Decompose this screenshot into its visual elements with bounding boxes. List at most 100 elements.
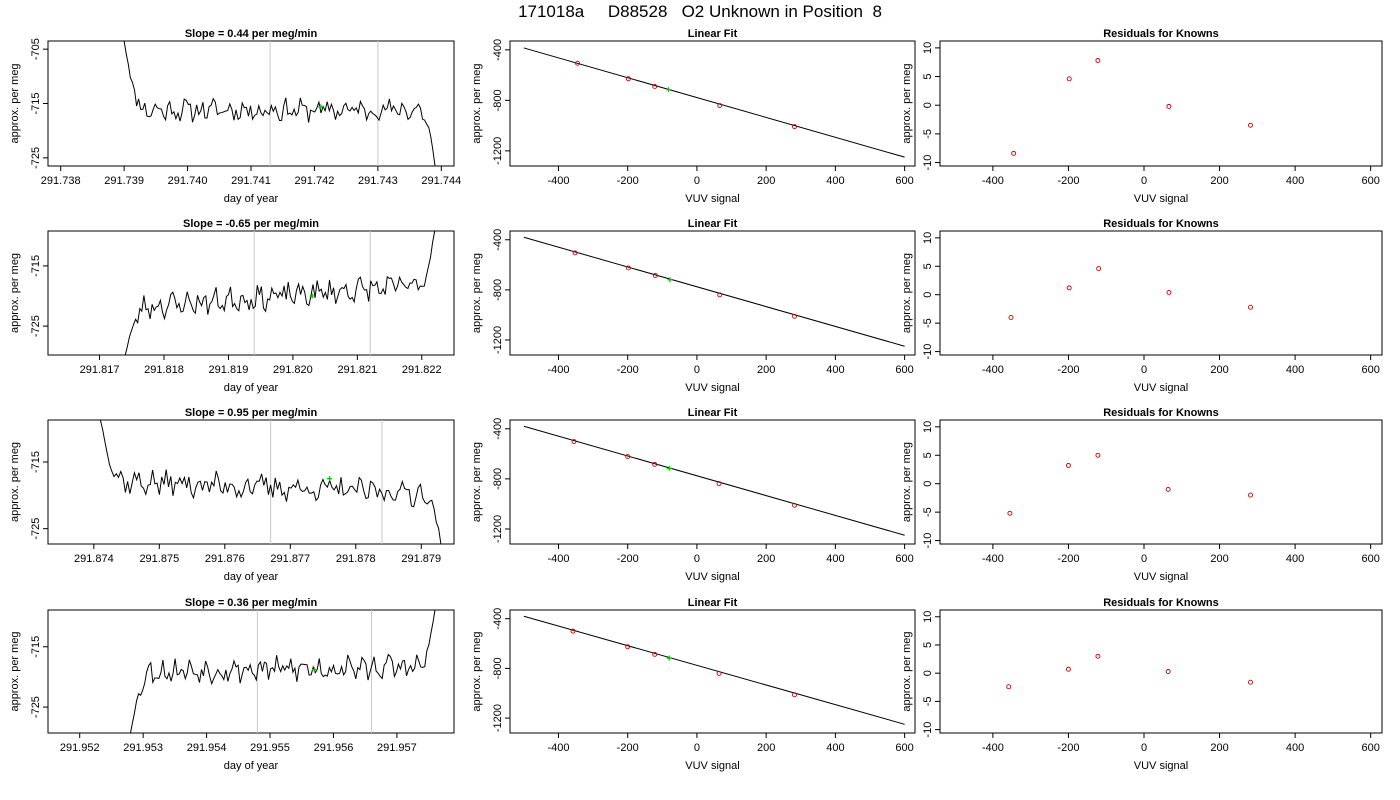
fit-line [523,47,905,158]
y-axis-label: approx. per meg [471,63,483,143]
x-axis-label: VUV signal [685,193,739,205]
x-tick-label: 291.879 [401,553,441,565]
residual-point [1166,103,1172,109]
residual-point [1065,463,1071,468]
x-tick-label: 0 [1141,553,1147,565]
y-tick-label: 10 [922,232,934,244]
panel-title: Linear Fit [688,218,738,230]
x-tick-label: 291.821 [337,364,377,376]
y-tick-label: -800 [492,468,504,490]
plot-frame [509,230,916,356]
x-tick-label: 400 [1286,742,1304,754]
plot-frame [939,609,1383,734]
linear-fit-panel-1: Linear Fit -400 -200 0 200 400 600 -400 -800 -120… [471,28,916,205]
known-point [717,292,723,298]
y-tick-label: -1200 [492,515,504,543]
y-tick-label: -1200 [492,704,504,732]
residual-point [1248,492,1253,498]
x-tick-label: 291.953 [123,742,163,754]
timeseries-panel-4: Slope = 0.36 per meg/min 291.952 291.953 29… [9,597,455,772]
x-tick-label: -400 [547,175,569,187]
x-axis-label: day of year [224,193,279,205]
residual-point [1166,289,1172,295]
x-tick-label: 0 [694,364,700,376]
residual-point [1095,58,1101,63]
known-point [625,76,631,82]
signal-trace [124,231,436,355]
x-tick-label: 600 [1361,742,1379,754]
y-tick-label: -10 [922,722,934,738]
residual-point [1248,304,1253,310]
x-tick-label: -200 [617,175,639,187]
x-tick-label: 600 [895,553,913,565]
data-layer [99,420,442,544]
y-tick-label: -725 [30,315,42,337]
residual-point [1165,669,1171,674]
panel-title: Residuals for Knowns [1103,407,1219,419]
x-tick-label: -400 [547,742,569,754]
y-tick-label: -400 [492,608,504,630]
panel-title: Linear Fit [688,407,738,419]
residual-point [1248,122,1253,128]
unknown-marker [309,293,315,299]
residual-point [1248,679,1253,685]
x-tick-label: 291.954 [187,742,227,754]
unknown-marker [666,87,672,93]
fit-line [523,236,905,347]
residual-point [1066,76,1072,82]
y-tick-label: 10 [922,611,934,623]
y-tick-label: -10 [922,533,934,549]
x-tick-label: 400 [826,742,844,754]
unknown-marker [318,104,324,110]
x-tick-label: 291.875 [139,553,179,565]
x-tick-label: 400 [826,175,844,187]
data-layer [1008,266,1253,320]
signal-trace [130,610,436,733]
residual-point [1008,315,1014,320]
y-tick-label: -800 [492,89,504,111]
y-tick-label: 5 [922,452,934,458]
y-tick-label: -400 [492,229,504,251]
timeseries-panel-3: Slope = 0.95 per meg/min 291.874 291.875 29… [9,407,455,583]
residual-point [1065,666,1071,672]
residual-point [1165,486,1171,492]
x-tick-label: 291.820 [273,364,313,376]
x-tick-label: 400 [1286,364,1304,376]
signal-trace [99,420,442,544]
y-tick-label: -800 [492,279,504,301]
residual-point [1095,653,1101,659]
panel-title: Slope = -0.65 per meg/min [183,218,319,230]
x-tick-label: 600 [1361,175,1379,187]
x-tick-label: 291.739 [104,175,144,187]
residual-point [1006,684,1012,690]
y-tick-label: 0 [922,292,934,298]
signal-trace [123,41,436,166]
panel-title: Linear Fit [688,597,738,609]
x-tick-label: 291.741 [231,175,271,187]
plot-frame [939,419,1383,545]
y-axis-label: approx. per meg [901,442,913,522]
y-tick-label: 0 [922,481,934,487]
x-tick-label: 291.744 [421,175,461,187]
x-tick-label: 200 [757,175,775,187]
residuals-panel-2: Residuals for Knowns -400 -200 0 200 400 600 10… [901,218,1383,394]
panel-title: Slope = 0.44 per meg/min [185,28,318,40]
linear-fit-panel-3: Linear Fit -400 -200 0 200 400 600 -400 -800 -120… [471,407,916,583]
x-tick-label: 291.738 [41,175,81,187]
known-point [570,628,576,634]
plot-frame [509,609,916,734]
x-tick-label: 0 [1141,364,1147,376]
x-tick-label: 291.818 [144,364,184,376]
x-tick-label: 291.819 [209,364,249,376]
y-tick-label: 5 [922,73,934,79]
x-tick-label: 400 [1286,553,1304,565]
timeseries-panel-2: Slope = -0.65 per meg/min 291.817 291.818 2… [9,218,455,394]
y-tick-label: -1200 [492,137,504,165]
known-point [652,461,658,467]
y-tick-label: 5 [922,263,934,269]
known-point [575,60,580,66]
x-tick-label: -400 [982,364,1004,376]
unknown-marker [667,277,673,283]
plot-frame [47,40,455,167]
